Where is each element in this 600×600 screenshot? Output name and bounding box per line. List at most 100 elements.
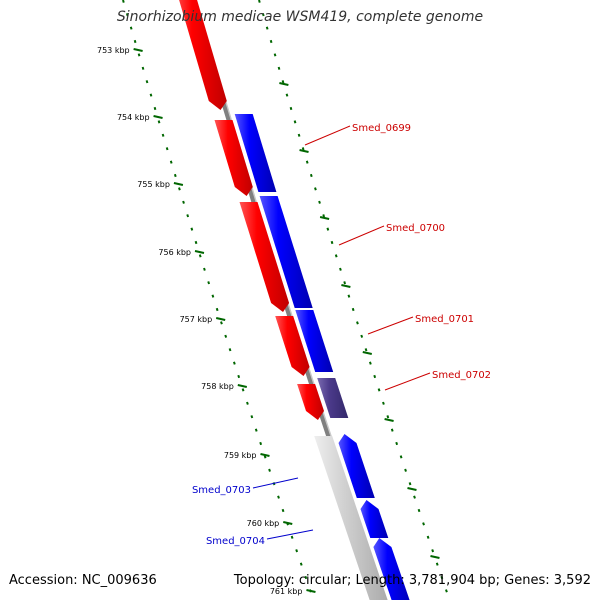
kbp-major-tick [237,384,248,388]
tick-dot [435,562,439,566]
gene-feature-red [179,0,227,110]
tick-dot [246,401,249,405]
tick-dot [351,307,355,312]
tick-dot [198,254,202,258]
gene-feature-red [275,316,310,376]
tick-dot [445,589,448,593]
tick-dot [301,147,305,151]
tick-dot [178,187,181,191]
gene-feature-grey [314,436,388,600]
tick-dot [281,80,285,84]
tick-dot [299,562,303,566]
gene-labels: Smed_0699 Smed_0700 Smed_0701 Smed_0702 Smed… [192,123,491,547]
tick-dot [237,374,241,379]
gene-feature-purple [317,378,349,418]
gene-label-leader [367,316,414,335]
kbp-tick-marks: 753 kbp 754 kbp 755 kbp 756 kbp 757 kbp 758 k… [97,0,448,596]
kbp-label: 756 kbp [158,248,191,257]
kbp-label: 758 kbp [201,382,234,391]
tick-dot [304,575,308,580]
tick-dot [203,267,206,271]
tick-dot [281,508,285,513]
tick-dot [254,428,258,432]
tick-dot [182,200,185,204]
gene-label[interactable]: Smed_0701 [415,314,474,325]
kbp-major-tick [319,216,330,220]
kbp-major-tick [279,82,289,86]
outer-tick-ring [258,0,448,593]
gene-label[interactable]: Smed_0703 [192,485,251,496]
tick-dot [334,254,338,258]
tick-dot [268,468,271,472]
tick-dot [309,173,313,178]
tick-dot [422,522,425,526]
gene-label-leader [252,477,299,489]
gene-label[interactable]: Smed_0702 [432,370,491,381]
tick-dot [263,455,267,459]
tick-dot [289,106,293,111]
gene-feature-blue [373,538,410,600]
kbp-major-tick [362,351,372,355]
tick-dot [277,66,281,70]
tick-dot [290,535,294,539]
tick-dot [145,80,149,84]
tick-dot [318,200,321,204]
tick-dot [190,227,194,231]
tick-dot [165,147,169,151]
tick-dot [364,348,368,352]
kbp-major-tick [283,521,293,525]
kbp-major-tick [215,317,226,321]
tick-dot [149,93,153,97]
tick-dot [258,0,261,3]
kbp-label: 761 kbp [270,587,303,596]
gene-label-leader [384,372,431,391]
kbp-major-tick [407,487,417,491]
kbp-major-tick [260,453,270,457]
gene-label[interactable]: Smed_0700 [386,223,445,234]
tick-dot [207,281,211,285]
tick-dot [157,120,161,124]
tick-dot [395,441,399,446]
kbp-label: 754 kbp [117,113,150,122]
tick-dot [273,53,277,57]
tick-dot [297,133,301,137]
tick-dot [408,482,412,486]
gene-feature-blue [360,500,389,538]
gene-label[interactable]: Smed_0704 [206,536,265,547]
tick-dot [390,428,394,432]
tick-dot [161,133,165,137]
kbp-major-tick [153,115,163,119]
tick-dot [269,39,273,44]
kbp-major-tick [306,589,316,593]
tick-dot [220,321,223,325]
tick-dot [440,575,444,580]
kbp-major-tick [430,555,440,559]
gene-feature-red [297,384,324,420]
tick-dot [215,307,219,312]
tick-dot [339,267,342,271]
accession-label: Accession: NC_009636 [9,573,157,588]
tick-dot [347,294,351,298]
tick-dot [356,321,359,325]
kbp-label: 759 kbp [224,451,257,460]
tick-dot [305,160,309,164]
tick-dot [122,0,125,3]
tick-dot [368,361,372,365]
gene-feature-blue [338,434,375,498]
tick-dot [129,26,133,30]
tick-dot [360,334,364,338]
tick-dot [417,508,421,513]
gene-label[interactable]: Smed_0699 [352,123,411,134]
tick-dot [382,401,385,405]
tick-dot [259,441,263,446]
tick-dot [386,415,390,419]
gene-feature-blue [259,196,313,308]
gene-feature-blue [234,114,277,192]
tick-dot [250,415,254,419]
tick-dot [133,39,137,44]
gene-label-leader [304,125,351,146]
tick-dot [326,227,330,231]
kbp-label: 760 kbp [247,519,280,528]
gene-label-leader [266,529,314,540]
